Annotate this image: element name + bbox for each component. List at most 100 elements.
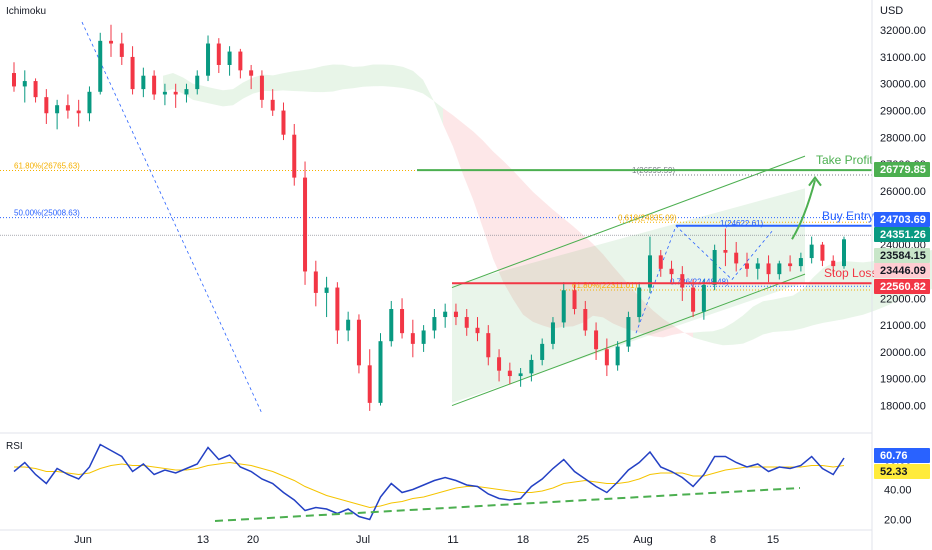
time-tick-label: 18 — [517, 534, 529, 546]
price-badges: 26779.85 24703.69 24351.26 23584.15 23446.09… — [874, 162, 930, 479]
price-badge-text: 23446.09 — [880, 265, 926, 277]
candle — [453, 303, 458, 326]
candle — [281, 102, 286, 141]
candle-body — [227, 51, 232, 65]
candle — [313, 260, 318, 307]
candle-body — [637, 287, 642, 318]
candle-body — [766, 263, 771, 275]
trade-annotations: Take Profit Buy Entry Stop Loss — [417, 153, 877, 285]
time-tick-label: Aug — [633, 534, 653, 546]
cloud-segment — [613, 266, 623, 328]
candle-body — [65, 105, 70, 111]
candle — [583, 300, 588, 336]
cloud-segment — [323, 64, 333, 93]
candle-body — [249, 70, 254, 76]
cloud-segment — [343, 64, 353, 90]
candle — [615, 341, 620, 371]
cloud-segment — [483, 140, 493, 259]
candle-body — [87, 91, 92, 114]
candle — [292, 123, 297, 186]
cloud-segment — [353, 66, 363, 89]
price-badge-text: 26779.85 — [880, 164, 926, 176]
indicator-label: Ichimoku — [6, 6, 46, 17]
candle-body — [162, 91, 167, 95]
candle-body — [335, 287, 340, 331]
cloud-segment — [673, 325, 683, 335]
candle-body — [561, 290, 566, 323]
cloud-segment — [393, 64, 403, 89]
candle-body — [33, 81, 38, 98]
candle-body — [410, 333, 415, 344]
candle-body — [497, 357, 502, 371]
candle — [669, 260, 674, 283]
candle — [141, 67, 146, 98]
candle-body — [572, 290, 577, 310]
candle — [561, 282, 566, 328]
candle — [410, 319, 415, 358]
price-badge: 26779.85 — [874, 162, 930, 177]
cloud-segment — [403, 66, 413, 91]
fib-label: 1(24622.61) — [720, 219, 763, 228]
cloud-segment — [513, 170, 523, 315]
cloud-segment — [473, 131, 483, 229]
candle-body — [712, 250, 717, 285]
candle-body — [238, 51, 243, 71]
price-tick-label: 26000.00 — [880, 186, 926, 198]
candle-body — [270, 99, 275, 111]
cloud-segment — [443, 108, 453, 147]
candle — [464, 309, 469, 336]
candle — [604, 338, 609, 377]
price-tick-label: 32000.00 — [880, 25, 926, 37]
candle — [119, 32, 124, 65]
price-badge-bg — [874, 162, 930, 177]
candle — [33, 78, 38, 103]
candle-body — [820, 244, 825, 261]
candle-body — [583, 309, 588, 331]
cloud-segment — [723, 322, 733, 346]
candle-body — [98, 40, 103, 92]
candle-body — [292, 134, 297, 178]
candle-body — [119, 43, 124, 57]
cloud-segment — [333, 64, 343, 92]
time-tick-label: 13 — [197, 534, 209, 546]
candle — [270, 89, 275, 116]
candle — [184, 83, 189, 103]
cloud-segment — [603, 254, 613, 324]
candle-body — [346, 319, 351, 331]
cloud-segment — [493, 151, 503, 282]
candle — [335, 282, 340, 344]
candle — [346, 311, 351, 342]
candle — [572, 284, 577, 315]
rsi-label: RSI — [6, 441, 23, 452]
cloud-segment — [543, 200, 553, 329]
candle — [227, 46, 232, 76]
candle-body — [615, 346, 620, 366]
candle — [842, 236, 846, 269]
time-tick-label: 20 — [247, 534, 259, 546]
candle — [798, 252, 803, 272]
price-tick-label: 31000.00 — [880, 52, 926, 64]
candle — [259, 70, 264, 108]
candle-body — [529, 359, 534, 374]
candle — [540, 338, 545, 366]
cloud-segment — [813, 268, 823, 326]
candle-body — [701, 284, 706, 312]
price-badge-text: 22560.82 — [880, 281, 926, 293]
candle-body — [324, 287, 329, 293]
candle-body — [195, 75, 200, 90]
candle-body — [723, 250, 728, 253]
price-tick-label: 18000.00 — [880, 401, 926, 413]
candle-body — [443, 311, 448, 318]
candle — [421, 325, 426, 352]
candle-body — [744, 263, 749, 269]
time-tick-label: Jul — [356, 534, 370, 546]
candle — [734, 241, 739, 272]
rsi-badge-bg — [874, 464, 930, 479]
time-tick-label: 15 — [767, 534, 779, 546]
time-tick-label: 8 — [710, 534, 716, 546]
price-tick-label: 19000.00 — [880, 374, 926, 386]
cloud-segment — [173, 73, 183, 94]
cloud-segment — [763, 299, 773, 335]
cloud-segment — [583, 234, 593, 323]
